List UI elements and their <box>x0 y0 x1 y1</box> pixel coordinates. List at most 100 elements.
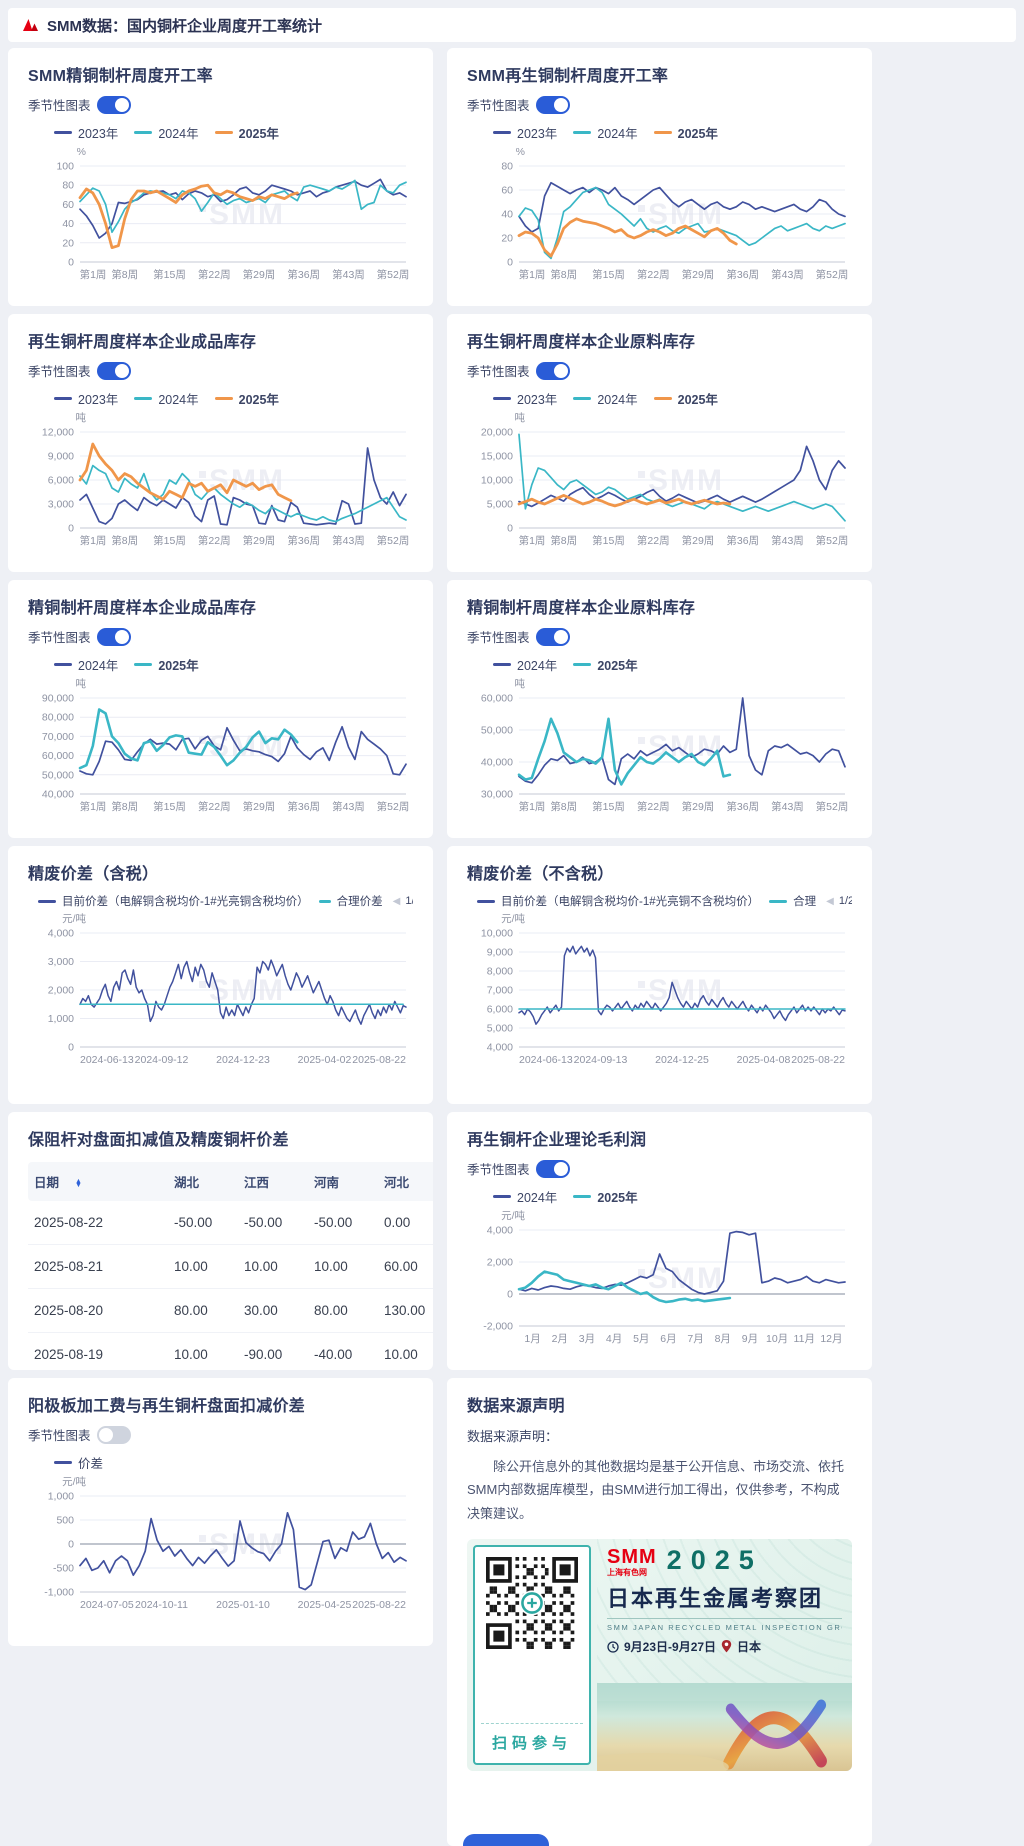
table-cell: 10.00 <box>308 1244 378 1289</box>
svg-text:第15周: 第15周 <box>153 800 186 813</box>
toggle-knob <box>553 97 568 112</box>
legend-item[interactable]: 合理价差 <box>318 893 383 909</box>
svg-text:30,000: 30,000 <box>481 789 513 801</box>
legend-item[interactable]: 2023年 <box>493 389 557 408</box>
legend-swatch-icon <box>54 397 72 400</box>
svg-text:第15周: 第15周 <box>592 268 625 281</box>
legend-item[interactable]: 2025年 <box>653 123 718 142</box>
chart-title: 再生铜杆企业理论毛利润 <box>467 1132 647 1149</box>
partial-bottom-button[interactable] <box>463 1834 549 1846</box>
legend-item[interactable]: 2024年 <box>573 389 638 408</box>
table-col-header: 河南 <box>308 1162 378 1201</box>
svg-text:第8周: 第8周 <box>111 268 138 281</box>
svg-text:20: 20 <box>501 233 513 245</box>
svg-text:第43周: 第43周 <box>332 268 365 281</box>
svg-text:吨: 吨 <box>515 677 526 690</box>
table-col-header: 江西 <box>238 1162 308 1201</box>
svg-text:90,000: 90,000 <box>42 693 74 705</box>
legend-item[interactable]: 2023年 <box>54 123 118 142</box>
seasonal-toggle[interactable] <box>96 361 131 380</box>
series-line-2025年 <box>78 442 293 503</box>
toggle-knob <box>114 363 129 378</box>
legend-item[interactable]: 价差 <box>54 1453 103 1472</box>
legend-swatch-icon <box>573 663 592 666</box>
seasonal-toggle[interactable] <box>96 95 131 114</box>
legend-swatch-icon <box>54 663 72 666</box>
statement-title: 数据来源声明 <box>467 1398 565 1415</box>
event-banner: 扫码参与 SMM 上海有色网 2025 日本再生金属考察团 SMM JAPAN … <box>467 1539 852 1772</box>
legend-item[interactable]: 2025年 <box>134 655 199 674</box>
legend-item[interactable]: 2025年 <box>214 389 279 408</box>
toggle-knob <box>553 629 568 644</box>
svg-text:40: 40 <box>501 209 513 221</box>
banner-subtitle: SMM JAPAN RECYCLED METAL INSPECTION GROU <box>607 1618 842 1632</box>
seasonal-toggle[interactable] <box>535 627 570 646</box>
svg-text:8,000: 8,000 <box>487 966 513 978</box>
svg-text:第52周: 第52周 <box>816 534 849 547</box>
legend-item[interactable]: 2024年 <box>493 1187 557 1206</box>
svg-text:第36周: 第36周 <box>726 268 759 281</box>
card-refined-rod-raw-inventory: 精铜制杆周度样本企业原料库存 季节性图表 2024年 2025年吨 60,000 50,0… <box>447 580 872 838</box>
svg-text:0: 0 <box>68 523 74 535</box>
svg-text:-2,000: -2,000 <box>483 1321 513 1333</box>
table-cell: -50.00 <box>168 1201 238 1245</box>
table-cell: 80.00 <box>308 1288 378 1333</box>
svg-text:50,000: 50,000 <box>42 769 74 781</box>
svg-text:80: 80 <box>501 161 513 173</box>
legend-item[interactable]: 2023年 <box>493 123 557 142</box>
banner-location: 日本 <box>737 1640 762 1655</box>
qr-scan-label: 扫码参与 <box>481 1723 583 1753</box>
svg-text:第15周: 第15周 <box>592 534 625 547</box>
seasonal-toggle-row: 季节性图表 <box>28 1425 413 1444</box>
legend-item[interactable]: 2025年 <box>573 1187 638 1206</box>
legend-item[interactable]: 2024年 <box>54 655 118 674</box>
table-col-header[interactable]: 日期 ▲ ▼ <box>28 1162 168 1201</box>
svg-text:5月: 5月 <box>633 1333 649 1345</box>
table-cell: 60.00 <box>378 1244 433 1289</box>
svg-text:第36周: 第36周 <box>287 800 320 813</box>
seasonal-toggle[interactable] <box>535 361 570 380</box>
svg-text:40,000: 40,000 <box>481 757 513 769</box>
legend-item[interactable]: 2024年 <box>573 123 638 142</box>
table-cell: 80.00 <box>168 1288 238 1333</box>
pager-prev-icon[interactable]: ◀ <box>826 895 834 907</box>
legend-item[interactable]: 2024年 <box>134 389 199 408</box>
svg-text:4,000: 4,000 <box>487 1225 513 1237</box>
legend-item[interactable]: 合理 <box>769 893 816 909</box>
seasonal-toggle[interactable] <box>535 95 570 114</box>
legend-item[interactable]: 2024年 <box>493 655 557 674</box>
legend-item[interactable]: 2023年 <box>54 389 118 408</box>
svg-text:第43周: 第43周 <box>771 800 804 813</box>
svg-text:第15周: 第15周 <box>153 534 186 547</box>
legend-item[interactable]: 2025年 <box>653 389 718 408</box>
sort-icon[interactable]: ▲ ▼ <box>75 1177 82 1189</box>
svg-text:2024-12-23: 2024-12-23 <box>216 1054 270 1066</box>
seasonal-toggle[interactable] <box>96 627 131 646</box>
svg-text:5,000: 5,000 <box>487 499 513 511</box>
legend-item[interactable]: 目前价差（电解铜含税均价-1#光亮铜不含税均价） <box>477 893 759 909</box>
svg-text:第36周: 第36周 <box>726 534 759 547</box>
legend-item[interactable]: 2024年 <box>134 123 199 142</box>
card-refined-rod-operating-rate: SMM精铜制杆周度开工率 季节性图表 2023年 2024年 2025年% 100 80 60… <box>8 48 433 306</box>
svg-text:2025-04-25: 2025-04-25 <box>298 1599 352 1611</box>
svg-text:70,000: 70,000 <box>42 731 74 743</box>
toggle-knob <box>114 97 129 112</box>
pager-prev-icon[interactable]: ◀ <box>392 895 401 907</box>
svg-text:2024-09-12: 2024-09-12 <box>135 1054 189 1066</box>
seasonal-toggle[interactable] <box>535 1159 570 1178</box>
table-cell: 130.00 <box>378 1288 433 1333</box>
legend-item[interactable]: 2025年 <box>573 655 638 674</box>
legend-item[interactable]: 目前价差（电解铜含税均价-1#光亮铜含税均价） <box>38 893 309 909</box>
seasonal-toggle-row: 季节性图表 <box>28 627 413 646</box>
svg-text:0: 0 <box>507 523 513 535</box>
chart-legend: 目前价差（电解铜含税均价-1#光亮铜不含税均价）合理◀1/2▶ <box>477 893 852 909</box>
svg-text:0: 0 <box>68 257 74 269</box>
svg-text:第1周: 第1周 <box>80 800 107 813</box>
svg-text:2,000: 2,000 <box>48 985 74 997</box>
seasonal-toggle-row: 季节性图表 <box>28 361 413 380</box>
seasonal-toggle[interactable] <box>96 1425 131 1444</box>
svg-text:10,000: 10,000 <box>481 475 513 487</box>
chart-legend: 2023年 2024年 2025年 <box>493 389 852 408</box>
legend-item[interactable]: 2025年 <box>214 123 279 142</box>
